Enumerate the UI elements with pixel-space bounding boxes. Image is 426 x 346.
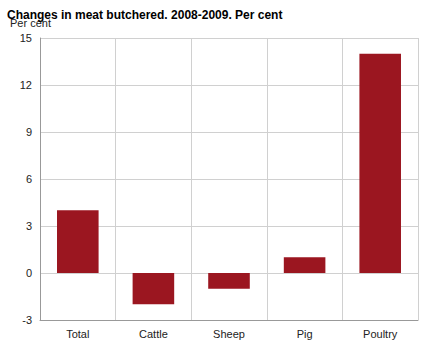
svg-text:9: 9 <box>26 126 32 138</box>
svg-text:Pig: Pig <box>297 328 313 340</box>
svg-text:Changes in meat butchered. 200: Changes in meat butchered. 2008-2009. Pe… <box>7 8 282 22</box>
svg-text:6: 6 <box>26 173 32 185</box>
svg-text:Cattle: Cattle <box>139 328 168 340</box>
svg-text:12: 12 <box>20 79 32 91</box>
svg-text:Poultry: Poultry <box>363 328 398 340</box>
svg-text:Total: Total <box>66 328 89 340</box>
svg-text:Per cent: Per cent <box>10 16 51 29</box>
svg-text:15: 15 <box>20 32 32 44</box>
svg-text:Sheep: Sheep <box>213 328 245 340</box>
svg-text:-3: -3 <box>22 314 32 326</box>
svg-text:3: 3 <box>26 220 32 232</box>
svg-text:0: 0 <box>26 267 32 279</box>
